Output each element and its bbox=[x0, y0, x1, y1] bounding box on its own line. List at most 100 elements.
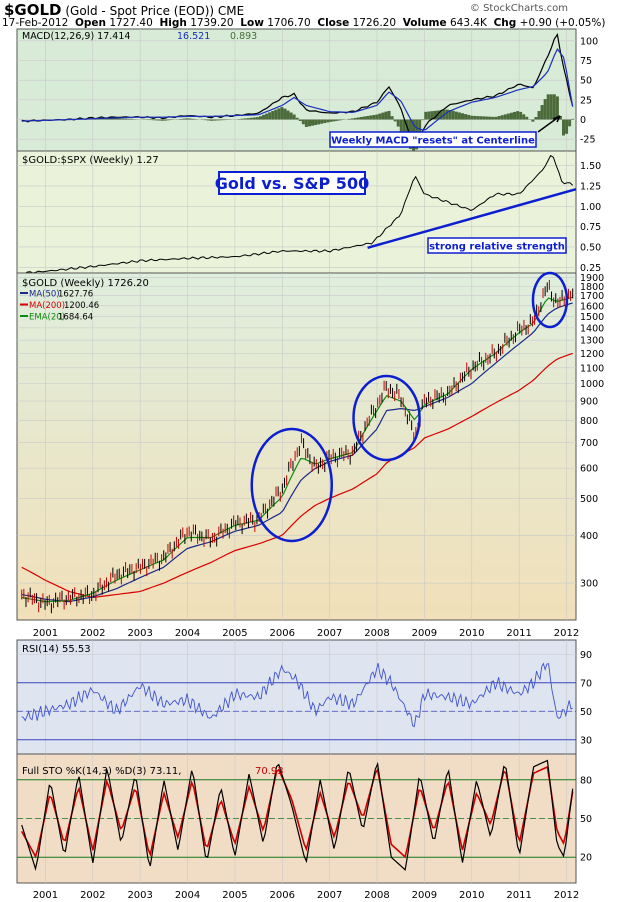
y-tick-label: 75 bbox=[580, 56, 592, 67]
y-tick-label: 90 bbox=[580, 650, 592, 661]
x-tick-label: 2011 bbox=[506, 628, 531, 639]
y-tick-label: 70 bbox=[580, 678, 592, 689]
x-tick-label: 2010 bbox=[459, 628, 484, 639]
chg-label: Chg bbox=[493, 17, 517, 29]
highlight-circle bbox=[250, 427, 334, 543]
x-tick-label: 2008 bbox=[364, 890, 389, 901]
y-tick-label: 1300 bbox=[580, 336, 604, 347]
symbol-description: (Gold - Spot Price (EOD)) CME bbox=[65, 4, 245, 18]
y-tick-label: 50 bbox=[580, 814, 592, 825]
x-tick-label: 2001 bbox=[33, 890, 58, 901]
rs-annotation-box bbox=[427, 237, 567, 254]
highlight-circle bbox=[352, 374, 421, 462]
price-legend: $GOLD (Weekly) 1726.20MA(50)1627.76MA(20… bbox=[20, 278, 149, 323]
ratio-annotation-box bbox=[218, 171, 366, 195]
rsi-line bbox=[21, 662, 573, 728]
open-label: Open bbox=[74, 17, 106, 29]
price-vgrid bbox=[45, 273, 567, 620]
legend-label: EMA(20) bbox=[29, 313, 65, 323]
y-tick-label: 25 bbox=[580, 95, 592, 106]
legend-label: MA(200) bbox=[29, 301, 65, 311]
macd-hist-value: 0.893 bbox=[230, 31, 257, 42]
x-tick-label: 2005 bbox=[222, 890, 247, 901]
y-tick-label: 100 bbox=[580, 36, 598, 47]
x-tick-label: 2010 bbox=[459, 890, 484, 901]
x-tick-label: 2003 bbox=[127, 628, 152, 639]
y-tick-label: 1900 bbox=[580, 273, 604, 284]
series-ma50 bbox=[21, 302, 573, 603]
y-tick-label: 0.50 bbox=[580, 242, 601, 253]
rsi-title: RSI(14) 55.53 bbox=[22, 644, 91, 655]
x-tick-label: 2011 bbox=[506, 890, 531, 901]
x-tick-label: 2004 bbox=[175, 890, 200, 901]
legend-value: 1627.76 bbox=[58, 290, 93, 300]
y-tick-label: 1700 bbox=[580, 291, 604, 302]
highlight-circle bbox=[531, 271, 569, 329]
macd-legend: MACD(12,26,9) 17.414 16.521 0.893 bbox=[22, 31, 257, 42]
macd-annotation-text: Weekly MACD "resets" at Centerline bbox=[331, 136, 535, 147]
macd-vgrid bbox=[45, 29, 567, 151]
macd-line bbox=[21, 32, 574, 149]
y-tick-label: 0.25 bbox=[580, 263, 601, 274]
legend-value: 1684.64 bbox=[58, 313, 93, 323]
quote-date: 17-Feb-2012 bbox=[2, 17, 69, 29]
y-tick-label: 1100 bbox=[580, 363, 604, 374]
y-tick-label: 1.00 bbox=[580, 202, 601, 213]
y-tick-label: 1500 bbox=[580, 312, 604, 323]
chg-value: +0.90 (+0.05%) bbox=[519, 17, 606, 29]
x-tick-label: 2006 bbox=[270, 628, 295, 639]
y-tick-label: 1000 bbox=[580, 379, 604, 390]
macd-panel bbox=[16, 28, 577, 152]
series-ema20 bbox=[21, 296, 573, 603]
x-tick-label: 2002 bbox=[80, 628, 105, 639]
ratio-line bbox=[21, 154, 574, 275]
y-tick-label: 50 bbox=[580, 76, 592, 87]
sto-title: Full STO %K(14,3) %D(3) 73.11, bbox=[22, 766, 181, 777]
y-tick-label: 20 bbox=[580, 853, 592, 864]
y-tick-label: 0 bbox=[580, 115, 586, 126]
x-tick-label: 2006 bbox=[270, 890, 295, 901]
x-tick-label: 2001 bbox=[33, 628, 58, 639]
y-tick-label: 1800 bbox=[580, 282, 604, 293]
x-tick-label: 2007 bbox=[317, 628, 342, 639]
y-tick-label: 1.25 bbox=[580, 181, 601, 192]
ratio-title: $GOLD:$SPX (Weekly) 1.27 bbox=[22, 155, 159, 166]
sto-d-value: 70.93 bbox=[255, 766, 284, 777]
price-panel bbox=[16, 272, 577, 621]
symbol: $GOLD bbox=[4, 1, 62, 19]
legend-value: 1200.46 bbox=[64, 301, 99, 311]
macd-annotation-arrow bbox=[537, 115, 561, 133]
macd-legend-label: MACD(12,26,9) 17.414 bbox=[22, 31, 130, 42]
y-tick-label: 300 bbox=[580, 579, 598, 590]
rsi-panel bbox=[16, 639, 577, 755]
y-tick-label: 900 bbox=[580, 397, 598, 408]
sto-xaxis: 2001 2002 2003 2004 2005 2006 2007 2008 2009 2010… bbox=[33, 890, 580, 901]
y-tick-label: 1200 bbox=[580, 349, 604, 360]
price-xaxis: 2001 2002 2003 2004 2005 2006 2007 2008 2009 2010… bbox=[33, 628, 580, 639]
low-value: 1706.70 bbox=[267, 17, 311, 29]
y-tick-label: 1400 bbox=[580, 323, 604, 334]
x-tick-label: 2009 bbox=[412, 628, 437, 639]
y-tick-label: 30 bbox=[580, 735, 592, 746]
series-ma200 bbox=[21, 352, 573, 598]
y-tick-label: 700 bbox=[580, 438, 598, 449]
y-tick-label: 1.50 bbox=[580, 161, 601, 172]
macd-signal-line bbox=[21, 47, 574, 131]
close-label: Close bbox=[317, 17, 350, 29]
x-tick-label: 2012 bbox=[554, 628, 579, 639]
volume-value: 643.4K bbox=[449, 17, 487, 29]
x-tick-label: 2007 bbox=[317, 890, 342, 901]
x-tick-label: 2004 bbox=[175, 628, 200, 639]
x-tick-label: 2012 bbox=[554, 890, 579, 901]
quote-line: 17-Feb-2012 Open 1727.40 High 1739.20 Lo… bbox=[2, 17, 606, 29]
y-tick-label: 1600 bbox=[580, 301, 604, 312]
y-tick-label: -25 bbox=[580, 135, 596, 146]
y-tick-label: 600 bbox=[580, 464, 598, 475]
y-tick-label: 500 bbox=[580, 494, 598, 505]
y-tick-label: 50 bbox=[580, 707, 592, 718]
chart-header: $GOLD (Gold - Spot Price (EOD)) CME bbox=[4, 1, 244, 19]
y-tick-label: 800 bbox=[580, 416, 598, 427]
close-value: 1726.20 bbox=[352, 17, 397, 29]
x-tick-label: 2008 bbox=[364, 628, 389, 639]
